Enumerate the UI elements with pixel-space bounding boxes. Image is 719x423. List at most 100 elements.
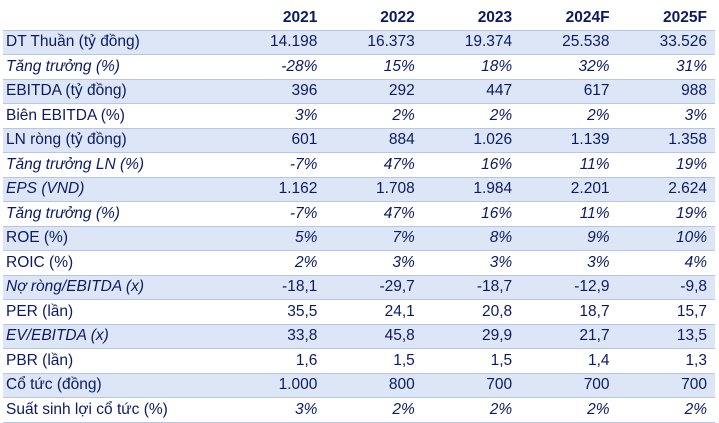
header-year-2023: 2023 [477, 8, 513, 26]
row-value-cell: 18,7 [520, 299, 618, 324]
table-row: Suất sinh lợi cổ tức (%) 3% 2% 2% 2% 2% [3, 397, 715, 423]
row-value-cell: 800 [325, 372, 423, 398]
row-label: PBR (lần) [3, 348, 228, 373]
row-value-cell: 2% [325, 397, 423, 423]
row-value-cell: 396 [228, 78, 326, 104]
row-value-cell: 5% [228, 225, 326, 251]
row-value-cell: 1.162 [228, 176, 326, 202]
row-value-cell: 1.000 [228, 372, 326, 398]
row-value-cell: 24,1 [325, 299, 423, 324]
row-value-cell: 47% [325, 152, 423, 177]
table-row: PBR (lần) 1,6 1,5 1,5 1,4 1,3 [3, 348, 715, 373]
row-value-cell: 15% [325, 54, 423, 79]
row-value-cell: -9,8 [617, 274, 715, 300]
row-value-cell: 1,5 [422, 348, 521, 373]
row-value-cell: 16% [422, 152, 521, 177]
row-value-cell: 2% [617, 397, 715, 423]
row-label: EPS (VND) [3, 176, 228, 202]
row-value-cell: 18% [422, 54, 521, 79]
financial-table-container: 2021 2022 2023 2024F 2025F DT Thuần (tỷ … [3, 9, 715, 423]
row-value-cell: 7% [325, 225, 423, 251]
table-row: EV/EBITDA (x) 33,8 45,8 29,9 21,7 13,5 [3, 323, 715, 349]
row-value-cell: 447 [422, 78, 521, 104]
row-value-cell: -18,1 [228, 274, 326, 300]
row-value-cell: 601 [228, 127, 326, 153]
row-value-cell: 2.201 [520, 176, 618, 202]
row-value-cell: 2% [228, 250, 326, 275]
row-value-cell: 1.139 [520, 127, 618, 153]
row-value-cell: 700 [520, 372, 618, 398]
table-body: DT Thuần (tỷ đồng) 14.198 16.373 19.374 25.5… [3, 29, 715, 423]
row-value-cell: 20,8 [422, 299, 521, 324]
row-value-cell: 11% [520, 152, 618, 177]
row-value-cell: -7% [228, 201, 326, 226]
row-value-cell: 10% [617, 225, 715, 251]
table-row: DT Thuần (tỷ đồng) 14.198 16.373 19.374 25.5… [3, 29, 715, 55]
row-label: Nợ ròng/EBITDA (x) [3, 274, 228, 300]
row-label: Tăng trưởng (%) [3, 201, 228, 226]
row-label: DT Thuần (tỷ đồng) [3, 29, 228, 55]
row-value-cell: 19.374 [422, 29, 521, 55]
row-value-cell: 2% [422, 397, 521, 423]
row-value-cell: 700 [422, 372, 521, 398]
table-row: LN ròng (tỷ đồng) 601 884 1.026 1.139 1.358 [3, 127, 715, 153]
row-value-cell: 1.708 [325, 176, 423, 202]
row-value-cell: 47% [325, 201, 423, 226]
row-value-cell: 292 [325, 78, 423, 104]
financial-summary-table: 2021 2022 2023 2024F 2025F DT Thuần (tỷ … [3, 6, 715, 423]
row-value-cell: 3% [228, 397, 326, 423]
row-label: ROIC (%) [3, 250, 228, 275]
row-value-cell: 1,4 [520, 348, 618, 373]
row-value-cell: 16% [422, 201, 521, 226]
row-label: Cổ tức (đồng) [3, 372, 228, 398]
header-year-2024f: 2024F [565, 8, 610, 26]
row-value-cell: 2.624 [617, 176, 715, 202]
row-value-cell: 45,8 [325, 323, 423, 349]
row-value-cell: 13,5 [617, 323, 715, 349]
row-value-cell: 1.358 [617, 127, 715, 153]
row-label: LN ròng (tỷ đồng) [3, 127, 228, 153]
row-value-cell: 2% [520, 397, 618, 423]
row-value-cell: 1,6 [228, 348, 326, 373]
row-value-cell: 9% [520, 225, 618, 251]
row-value-cell: -12,9 [520, 274, 618, 300]
header-year-2025f: 2025F [663, 8, 707, 26]
header-year-2021: 2021 [282, 8, 318, 26]
table-row: Tăng trưởng (%) -7% 47% 16% 11% 19% [3, 201, 715, 226]
row-label: PER (lần) [3, 299, 228, 324]
row-value-cell: 1,5 [325, 348, 423, 373]
header-label-cell [3, 6, 228, 30]
row-value-cell: 33,8 [228, 323, 326, 349]
table-row: ROE (%) 5% 7% 8% 9% 10% [3, 225, 715, 251]
row-value-cell: 1.026 [422, 127, 521, 153]
row-value-cell: 1.984 [422, 176, 521, 202]
row-value-cell: 35,5 [228, 299, 326, 324]
row-value-cell: 31% [617, 54, 715, 79]
row-value-cell: -18,7 [422, 274, 521, 300]
row-value-cell: 884 [325, 127, 423, 153]
row-value-cell: 700 [617, 372, 715, 398]
row-value-cell: 3% [422, 250, 521, 275]
row-value-cell: -7% [228, 152, 326, 177]
row-value-cell: 988 [617, 78, 715, 104]
table-row: EBITDA (tỷ đồng) 396 292 447 617 988 [3, 78, 715, 104]
table-row: Biên EBITDA (%) 3% 2% 2% 2% 3% [3, 103, 715, 128]
row-value-cell: 33.526 [617, 29, 715, 55]
row-value-cell: 4% [617, 250, 715, 275]
row-value-cell: 19% [617, 201, 715, 226]
row-value-cell: 16.373 [325, 29, 423, 55]
row-value-cell: 2% [520, 103, 618, 128]
row-value-cell: 1,3 [617, 348, 715, 373]
row-label: ROE (%) [3, 225, 228, 251]
row-label: EBITDA (tỷ đồng) [3, 78, 228, 104]
table-row: EPS (VND) 1.162 1.708 1.984 2.201 2.624 [3, 176, 715, 202]
row-value-cell: -29,7 [325, 274, 423, 300]
row-value-cell: 3% [617, 103, 715, 128]
table-row: PER (lần) 35,5 24,1 20,8 18,7 15,7 [3, 299, 715, 324]
row-value-cell: 3% [228, 103, 326, 128]
row-value-cell: 617 [520, 78, 618, 104]
row-value-cell: 15,7 [617, 299, 715, 324]
row-value-cell: 25.538 [520, 29, 618, 55]
row-value-cell: 3% [325, 250, 423, 275]
row-value-cell: 29,9 [422, 323, 521, 349]
